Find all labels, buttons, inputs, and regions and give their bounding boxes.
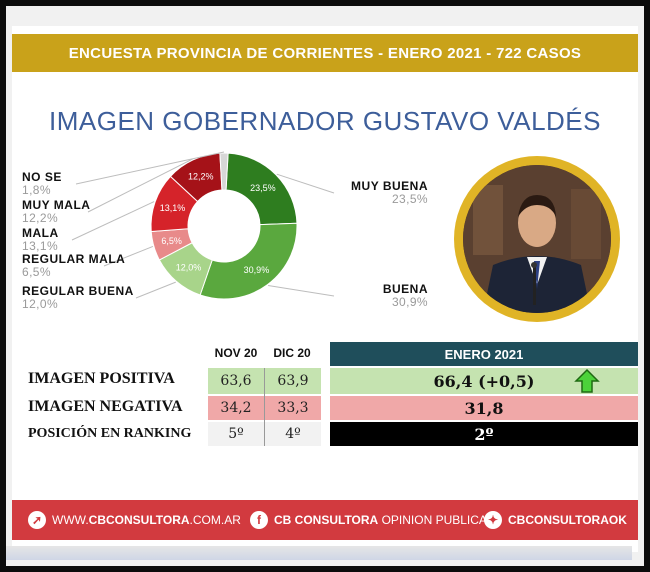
survey-banner: ENCUESTA PROVINCIA DE CORRIENTES - ENERO… <box>12 34 638 72</box>
governor-photo-frame <box>454 156 620 322</box>
value-regular-buena: 12,0% <box>22 297 59 311</box>
footer-fb-suffix: OPINION PUBLICA <box>378 513 487 527</box>
label-buena: BUENA <box>382 282 428 296</box>
slice-label-muy-mala: 12,2% <box>188 172 214 182</box>
slice-regular-mala <box>150 228 193 261</box>
footer-bar: ➚ WWW. CBCONSULTORA .COM.AR f CB CONSULTOR… <box>12 500 638 540</box>
label-no-se: NO SE <box>22 170 62 184</box>
cell-ranking-dic: 4º <box>265 422 321 446</box>
cursor-click-icon: ➚ <box>28 511 46 529</box>
footer-web-prefix: WWW. <box>52 513 89 527</box>
table-divider <box>264 368 265 446</box>
cell-positiva-nov: 63,6 <box>208 368 264 394</box>
col-header-dic: DIC 20 <box>273 346 311 360</box>
page-title: IMAGEN GOBERNADOR GUSTAVO VALDÉS <box>49 106 601 136</box>
twitter-icon: ✦ <box>484 511 502 529</box>
cell-negativa-enero: 31,8 <box>330 396 638 420</box>
slice-buena <box>199 222 298 300</box>
value-muy-mala: 12,2% <box>22 211 59 225</box>
slice-muy-mala <box>169 152 223 203</box>
leader-line <box>267 284 335 297</box>
footer-web-bold: CBCONSULTORA <box>88 513 190 527</box>
value-buena: 30,9% <box>391 295 428 309</box>
label-mala: MALA <box>22 226 59 240</box>
cell-positiva-enero-value: 66,4 (+0,5) <box>433 371 535 391</box>
row-label-negativa: IMAGEN NEGATIVA <box>28 398 183 415</box>
footer-website[interactable]: ➚ WWW. CBCONSULTORA .COM.AR <box>28 500 241 540</box>
slice-muy-buena <box>225 152 298 226</box>
cell-ranking-nov: 5º <box>208 422 264 446</box>
leader-line <box>87 158 193 213</box>
value-mala: 13,1% <box>22 239 59 253</box>
slice-label-buena: 30,9% <box>244 265 270 275</box>
cell-positiva-dic: 63,9 <box>265 368 321 394</box>
leader-line <box>276 173 335 194</box>
arrow-up-icon <box>574 368 600 393</box>
footer-tw: CBCONSULTORAOK <box>508 513 627 527</box>
footer-fb-bold: CB CONSULTORA <box>274 513 379 527</box>
label-regular-buena: REGULAR BUENA <box>22 284 134 298</box>
slice-no-se <box>219 152 229 191</box>
label-muy-buena: MUY BUENA <box>351 179 428 193</box>
cell-negativa-nov: 34,2 <box>208 396 264 420</box>
cell-negativa-dic: 33,3 <box>265 396 321 420</box>
value-no-se: 1,8% <box>22 183 51 197</box>
bottom-strip <box>6 546 632 560</box>
survey-card: ENCUESTA PROVINCIA DE CORRIENTES - ENERO… <box>12 26 638 552</box>
leader-line <box>75 151 225 185</box>
value-regular-mala: 6,5% <box>22 265 51 279</box>
row-label-ranking: POSICIÓN EN RANKING <box>28 426 192 441</box>
slice-label-muy-buena: 23,5% <box>250 183 276 193</box>
row-label-positiva: IMAGEN POSITIVA <box>28 370 175 387</box>
footer-facebook[interactable]: f CB CONSULTORA OPINION PUBLICA <box>250 500 487 540</box>
leader-line <box>135 281 176 299</box>
facebook-icon: f <box>250 511 268 529</box>
footer-web-suffix: .COM.AR <box>189 513 241 527</box>
value-muy-buena: 23,5% <box>391 192 428 206</box>
label-muy-mala: MUY MALA <box>22 198 91 212</box>
col-header-nov: NOV 20 <box>214 346 258 360</box>
governor-photo <box>463 165 611 313</box>
slice-label-regular-buena: 12,0% <box>176 262 202 272</box>
slice-mala <box>150 175 199 233</box>
slice-label-regular-mala: 6,5% <box>161 236 182 246</box>
slice-label-mala: 13,1% <box>160 203 186 213</box>
cell-ranking-enero: 2º <box>330 422 638 446</box>
col-header-enero: ENERO 2021 <box>330 342 638 366</box>
label-regular-mala: REGULAR MALA <box>22 252 126 266</box>
slice-regular-buena <box>158 242 213 296</box>
footer-twitter[interactable]: ✦ CBCONSULTORAOK <box>484 500 627 540</box>
